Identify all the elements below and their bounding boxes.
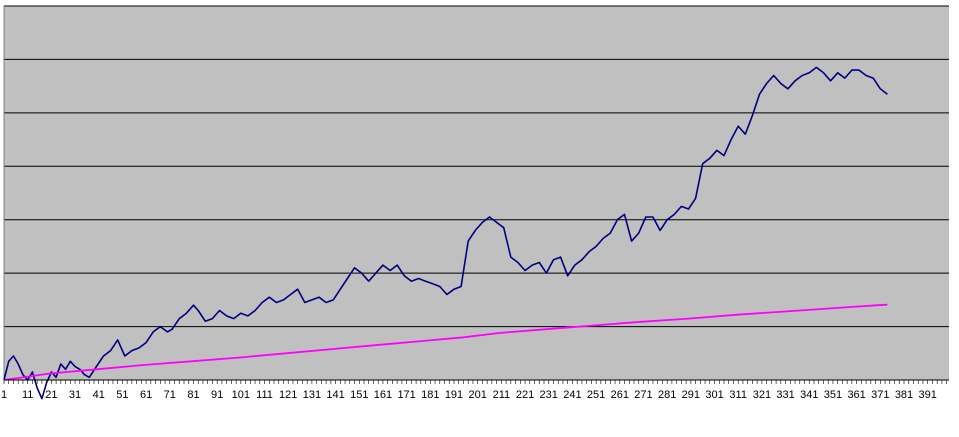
x-tick-label: 381	[895, 389, 913, 401]
x-tick-label: 231	[540, 389, 558, 401]
x-tick-label: 191	[445, 389, 463, 401]
x-tick-label: 111	[256, 389, 273, 401]
x-tick-label: 371	[871, 389, 889, 401]
x-tick-label: 171	[397, 389, 415, 401]
x-tick-label: 81	[187, 389, 199, 401]
x-tick-label: 301	[705, 389, 723, 401]
series-layer	[3, 66, 888, 400]
gridlines	[3, 5, 949, 380]
series-line-secondary	[3, 303, 888, 381]
x-tick-label: 11	[22, 389, 33, 401]
plot-area	[4, 6, 949, 380]
x-tick-label: 251	[587, 389, 605, 401]
x-tick-label: 61	[140, 389, 152, 401]
x-tick-label: 361	[847, 389, 865, 401]
series-line-primary	[3, 66, 888, 400]
x-axis: 1 11 21 31 41 51 61 71 81 91 101 111 121 131 141 151 161…	[1, 379, 949, 401]
x-tick-label: 221	[516, 389, 534, 401]
x-tick-label: 101	[232, 389, 250, 401]
x-tick-label: 291	[682, 389, 700, 401]
x-tick-label: 21	[45, 389, 57, 401]
x-tick-label: 341	[800, 389, 818, 401]
x-tick-label: 261	[611, 389, 629, 401]
x-tick-label: 241	[563, 389, 581, 401]
x-tick-label: 91	[211, 389, 223, 401]
x-tick-label: 51	[116, 389, 128, 401]
x-tick-label: 321	[753, 389, 771, 401]
x-tick-label: 141	[326, 389, 344, 401]
x-tick-label: 281	[658, 389, 676, 401]
x-tick-label: 31	[69, 389, 81, 401]
x-tick-label: 41	[93, 389, 105, 401]
x-tick-label: 161	[374, 389, 392, 401]
x-tick-label: 311	[729, 389, 747, 401]
x-tick-label: 391	[919, 389, 937, 401]
x-tick-label: 271	[634, 389, 652, 401]
x-tick-label: 71	[164, 389, 176, 401]
x-tick-label: 331	[776, 389, 794, 401]
x-tick-label: 1	[1, 389, 7, 401]
x-tick-label: 211	[493, 389, 511, 401]
x-tick-label: 131	[303, 389, 321, 401]
x-tick-label: 121	[279, 389, 297, 401]
x-tick-label: 201	[469, 389, 487, 401]
x-tick-label: 351	[824, 389, 842, 401]
x-tick-label: 181	[421, 389, 439, 401]
x-tick-label: 151	[350, 389, 368, 401]
